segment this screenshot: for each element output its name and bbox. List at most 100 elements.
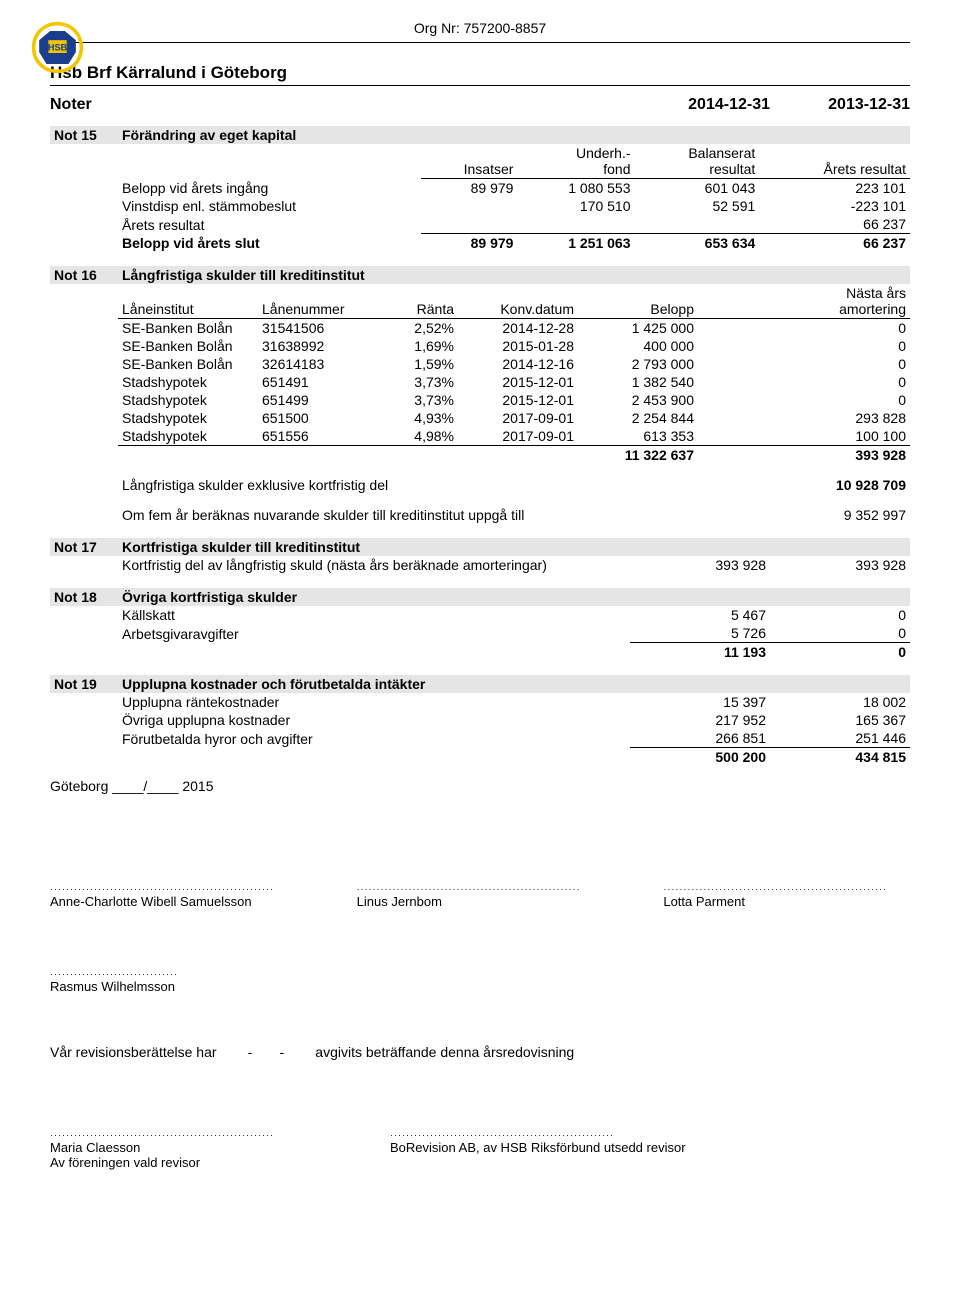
not15-header-row: Insatser Underh.- fond Balanserat result… [50, 144, 910, 179]
auditor-name: Maria Claesson [50, 1140, 330, 1155]
cell-value: 2017-09-01 [458, 427, 578, 446]
cell-value: 170 510 [517, 197, 634, 215]
cell-value: -223 101 [759, 197, 910, 215]
cell-value: 0 [698, 373, 910, 391]
noter-heading-row: Noter 2014-12-31 2013-12-31 [50, 96, 910, 114]
cell-value: 66 237 [759, 234, 910, 253]
noter-col-date-1: 2014-12-31 [630, 96, 770, 114]
not15-table: Not 15 Förändring av eget kapital Insats… [50, 126, 910, 252]
h-belopp: Belopp [578, 284, 698, 319]
cell-value: Stadshypotek [118, 391, 258, 409]
cell-value: 52 591 [635, 197, 760, 215]
h-konvdatum: Konv.datum [458, 284, 578, 319]
cell-label: Förutbetalda hyror och avgifter [118, 729, 630, 748]
cell-value [635, 215, 760, 234]
h-ranta: Ränta [368, 284, 458, 319]
cell-value: 0 [698, 391, 910, 409]
cell-value: 165 367 [770, 711, 910, 729]
entity-name: Hsb Brf Kärralund i Göteborg [50, 63, 910, 83]
table-row: Vinstdisp enl. stämmobeslut 170 510 52 5… [50, 197, 910, 215]
cell-value: 0 [770, 643, 910, 662]
revision-statement: Vår revisionsberättelse har - - avgivits… [50, 1044, 910, 1060]
table-row: Arbetsgivaravgifter 5 726 0 [50, 624, 910, 643]
not15-h-insatser: Insatser [421, 144, 517, 179]
table-row: Stadshypotek 651500 4,93% 2017-09-01 2 2… [50, 409, 910, 427]
cell-value: 2015-12-01 [458, 391, 578, 409]
cell-value: 2015-12-01 [458, 373, 578, 391]
cell-label: Upplupna räntekostnader [118, 693, 630, 711]
not16-tag: Not 16 [50, 266, 118, 284]
signature-block: ········································… [357, 884, 604, 909]
cell-value: 5 726 [630, 624, 770, 643]
not16-title: Långfristiga skulder till kreditinstitut [118, 266, 910, 284]
cell-value: 0 [698, 355, 910, 373]
cell-value: 651556 [258, 427, 368, 446]
not15-title: Förändring av eget kapital [118, 126, 910, 144]
cell-value: 5 467 [630, 606, 770, 624]
signatory-name: Anne-Charlotte Wibell Samuelsson [50, 894, 297, 909]
cell-value: 11 193 [630, 643, 770, 662]
cell-value [517, 215, 634, 234]
not17-title: Kortfristiga skulder till kreditinstitut [118, 538, 910, 556]
cell-value: Stadshypotek [118, 409, 258, 427]
table-total-row: 500 200 434 815 [50, 748, 910, 767]
signatory-name: Rasmus Wilhelmsson [50, 979, 250, 994]
cell-value: 0 [698, 337, 910, 355]
document-page: HSB Org Nr: 757200-8857 Hsb Brf Kärralun… [0, 0, 960, 1210]
signatory-name: Lotta Parment [663, 894, 910, 909]
table-row: Kortfristig del av långfristig skuld (nä… [50, 556, 910, 574]
table-row: SE-Banken Bolån 31541506 2,52% 2014-12-2… [50, 319, 910, 338]
not17-table: Not 17 Kortfristiga skulder till krediti… [50, 538, 910, 574]
cell-value: 0 [770, 606, 910, 624]
signatory-name: Linus Jernbom [357, 894, 604, 909]
cell-value: 4,98% [368, 427, 458, 446]
cell-value: 651491 [258, 373, 368, 391]
cell-value: SE-Banken Bolån [118, 355, 258, 373]
cell-value: 2015-01-28 [458, 337, 578, 355]
cell-value: 31541506 [258, 319, 368, 338]
table-row: Stadshypotek 651499 3,73% 2015-12-01 2 4… [50, 391, 910, 409]
cell-value: 393 928 [770, 556, 910, 574]
not15-h-fond: Underh.- fond [517, 144, 634, 179]
cell-value: SE-Banken Bolån [118, 319, 258, 338]
cell-label: Årets resultat [118, 215, 421, 234]
cell-value: 400 000 [578, 337, 698, 355]
cell-value: 653 634 [635, 234, 760, 253]
not18-tag: Not 18 [50, 588, 118, 606]
cell-value: 1 425 000 [578, 319, 698, 338]
cell-label: Belopp vid årets ingång [118, 179, 421, 198]
cell-label: Kortfristig del av långfristig skuld (nä… [118, 556, 630, 574]
cell-label: Arbetsgivaravgifter [118, 624, 630, 643]
cell-value: 0 [770, 624, 910, 643]
header-rule [50, 42, 910, 43]
cell-value: 2014-12-28 [458, 319, 578, 338]
table-row: Belopp vid årets ingång 89 979 1 080 553… [50, 179, 910, 198]
cell-value: 2 793 000 [578, 355, 698, 373]
entity-underline [50, 85, 910, 86]
signature-row-2: ································ Rasmus … [50, 969, 910, 994]
cell-value: 2 453 900 [578, 391, 698, 409]
cell-value [421, 215, 517, 234]
place-date: Göteborg ____/____ 2015 [50, 778, 910, 794]
cell-value: 4,93% [368, 409, 458, 427]
cell-value: 32614183 [258, 355, 368, 373]
cell-value: Stadshypotek [118, 373, 258, 391]
cell-value: 2017-09-01 [458, 409, 578, 427]
cell-value: 393 928 [698, 446, 910, 465]
h-lanenummer: Lånenummer [258, 284, 368, 319]
cell-value: 651499 [258, 391, 368, 409]
table-row: SE-Banken Bolån 31638992 1,69% 2015-01-2… [50, 337, 910, 355]
not16-fem-row: Om fem år beräknas nuvarande skulder til… [50, 506, 910, 524]
table-row: Årets resultat 66 237 [50, 215, 910, 234]
cell-value: 2,52% [368, 319, 458, 338]
auditor-row: ········································… [50, 1130, 910, 1170]
cell-value: 601 043 [635, 179, 760, 198]
cell-value: 293 828 [698, 409, 910, 427]
cell-value: 89 979 [421, 179, 517, 198]
cell-value: 15 397 [630, 693, 770, 711]
cell-value [421, 197, 517, 215]
cell-value: 3,73% [368, 391, 458, 409]
cell-value: 251 446 [770, 729, 910, 748]
not19-tag: Not 19 [50, 675, 118, 693]
cell-value: 3,73% [368, 373, 458, 391]
